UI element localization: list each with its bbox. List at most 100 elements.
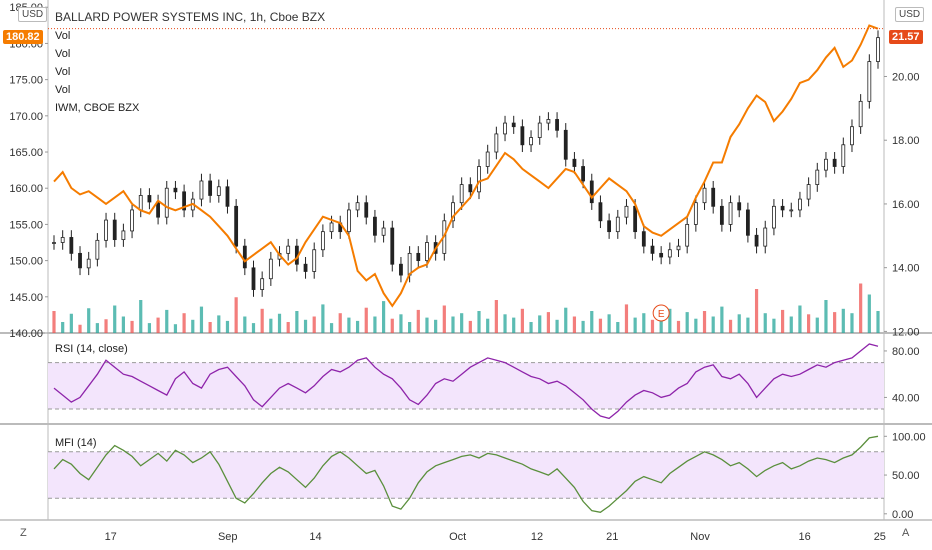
candle-body <box>702 187 707 204</box>
volume-bar <box>633 317 637 333</box>
volume-bar <box>338 313 342 333</box>
volume-bar <box>225 320 230 333</box>
volume-bar <box>199 306 204 333</box>
time-axis-tick-label: 12 <box>531 531 543 543</box>
volume-bar <box>711 316 715 333</box>
candle-body <box>320 231 325 251</box>
candle-body <box>399 263 403 276</box>
auto-scale-button[interactable]: A <box>902 527 910 539</box>
volume-bar <box>234 297 238 333</box>
volume-bar <box>434 319 438 333</box>
volume-bar <box>642 313 646 333</box>
candle-body <box>572 158 577 167</box>
time-axis-tick-label: 25 <box>874 531 886 543</box>
volume-bar <box>442 305 446 333</box>
volume-bar <box>746 317 750 333</box>
candle-body <box>737 202 742 211</box>
candle-body <box>329 222 334 233</box>
volume-bar <box>347 317 351 333</box>
candle-body <box>711 187 716 207</box>
mfi-pane-label: MFI (14) <box>55 437 97 449</box>
volume-bar <box>780 309 785 333</box>
right-axis-tick-label: 16.00 <box>892 199 920 211</box>
candle-body <box>546 119 551 124</box>
volume-bar <box>876 311 880 333</box>
right-price-tag: 21.57 <box>889 30 923 44</box>
candle-body <box>104 219 108 241</box>
candle-body <box>451 202 455 222</box>
candle-body <box>147 195 152 203</box>
volume-bar <box>815 317 819 333</box>
candle-body <box>615 216 620 233</box>
candle-body <box>719 205 724 225</box>
volume-bar <box>208 322 212 333</box>
time-axis-tick-label: 21 <box>606 531 618 543</box>
candle-body <box>659 252 664 258</box>
candle-body <box>676 245 681 251</box>
volume-bar <box>676 320 681 333</box>
price-line <box>53 24 879 308</box>
volume-bar <box>555 319 559 333</box>
volume-bar <box>538 315 542 333</box>
volume-bar <box>217 315 221 333</box>
volume-bar <box>737 314 741 333</box>
volume-bar <box>182 313 186 333</box>
candle-body <box>858 100 863 128</box>
candle-body <box>850 126 854 146</box>
candle-body <box>216 186 221 196</box>
candle-body <box>199 180 204 200</box>
indicator-axis-tick-label: 100.00 <box>892 431 926 443</box>
volume-bar <box>486 318 490 333</box>
volume-bar <box>277 313 282 333</box>
candle-body <box>390 227 395 265</box>
zoom-button[interactable]: Z <box>20 527 27 539</box>
volume-bar <box>425 317 429 333</box>
legend-vol-4: Vol <box>55 84 71 96</box>
indicator-axis-tick-label: 80.00 <box>892 346 920 358</box>
volume-bar <box>382 301 386 333</box>
candle-body <box>268 258 273 280</box>
volume-bar <box>312 316 316 333</box>
volume-bar <box>269 318 273 333</box>
left-currency-label: USD <box>18 7 48 22</box>
volume-bar <box>399 314 403 333</box>
volume-bar <box>243 316 247 333</box>
indicator-band <box>48 362 884 410</box>
volume-bar <box>303 319 308 333</box>
candle-body <box>876 37 880 62</box>
volume-bar <box>165 309 169 333</box>
candle-body <box>563 129 568 160</box>
candle-body <box>260 278 265 290</box>
time-axis-tick-label: Sep <box>218 531 238 543</box>
candle-body <box>86 258 91 269</box>
candle-body <box>867 61 872 102</box>
time-axis-tick-label: 17 <box>105 531 117 543</box>
volume-bar <box>130 320 134 333</box>
left-axis-tick-label: 160.00 <box>9 183 43 195</box>
candle-body <box>607 220 612 233</box>
volume-bar <box>408 322 412 333</box>
volume-bar <box>147 323 152 333</box>
candle-body <box>373 216 377 236</box>
left-axis-tick-label: 145.00 <box>9 292 43 304</box>
volume-bar <box>52 311 56 333</box>
candle-body <box>303 263 308 272</box>
candle-body <box>815 169 820 185</box>
candle-body <box>355 202 360 211</box>
time-axis-tick-label: Nov <box>690 531 710 543</box>
volume-bar <box>841 308 845 333</box>
right-axis-tick-label: 14.00 <box>892 263 920 275</box>
legend-compare: IWM, CBOE BZX <box>55 102 140 114</box>
indicator-axis-tick-label: 40.00 <box>892 392 920 404</box>
volume-bar <box>650 319 655 333</box>
volume-bar <box>590 311 594 333</box>
volume-bar <box>87 308 91 333</box>
volume-bar <box>694 318 698 333</box>
candle-body <box>130 209 134 232</box>
volume-bar <box>139 300 143 333</box>
candle-body <box>763 227 768 247</box>
volume-bar <box>572 316 577 333</box>
legend-vol-1: Vol <box>55 30 71 42</box>
volume-bar <box>859 283 863 333</box>
